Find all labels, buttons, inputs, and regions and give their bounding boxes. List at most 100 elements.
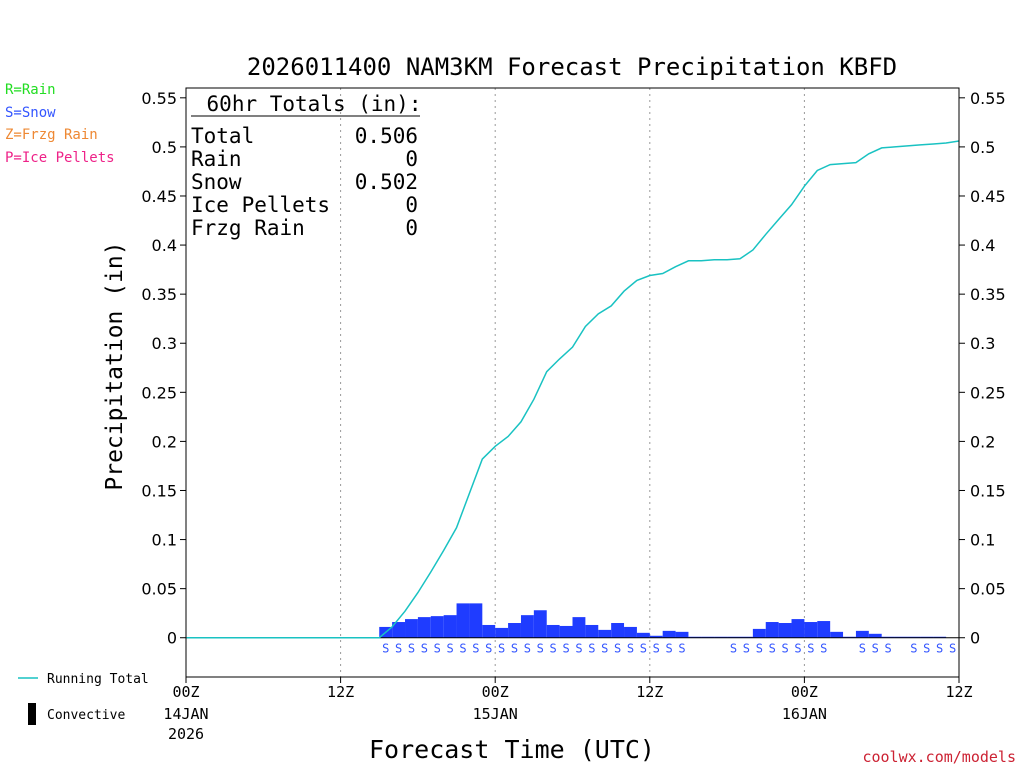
snow-marker-25h: S — [498, 642, 505, 656]
y-tick-label-right: 0.5 — [970, 138, 995, 157]
precip-bar-28h — [533, 610, 547, 638]
snow-marker-36h: S — [640, 642, 647, 656]
totals-row-value: 0.502 — [355, 170, 418, 194]
precip-bar-20h — [430, 616, 444, 638]
totals-row-label: Ice Pellets — [191, 193, 330, 217]
x-tick-label: 00Z — [482, 683, 509, 701]
precip-bar-26h — [508, 623, 521, 638]
snow-marker-53h: S — [859, 642, 866, 656]
x-tick-label: 12Z — [945, 683, 972, 701]
precip-bar-50h — [817, 621, 831, 638]
x-tick-date: 16JAN — [782, 705, 827, 723]
snow-marker-34h: S — [614, 642, 621, 656]
y-tick-label-left: 0.3 — [152, 334, 177, 353]
snow-marker-38h: S — [666, 642, 673, 656]
precip-bar-48h — [791, 619, 805, 638]
y-tick-label-right: 0.25 — [970, 383, 1006, 402]
y-tick-label-right: 0.15 — [970, 481, 1006, 500]
totals-row-label: Rain — [191, 147, 242, 171]
x-tick-label: 00Z — [172, 683, 199, 701]
precip-bar-51h — [830, 631, 844, 638]
precip-bar-21h — [443, 615, 457, 638]
precip-bar-36h — [636, 632, 650, 638]
series-legend: Running Total Convective — [18, 672, 149, 725]
precip-bar-19h — [417, 617, 431, 638]
snow-marker-17h: S — [395, 642, 402, 656]
totals-row-label: Total — [191, 124, 254, 148]
precip-bar-29h — [546, 624, 560, 638]
precip-bar-33h — [598, 629, 612, 638]
totals-heading: 60hr Totals (in): — [207, 92, 422, 116]
type-legend-entry: S=Snow — [5, 104, 56, 121]
y-tick-label-right: 0.45 — [970, 187, 1006, 206]
y-tick-label-left: 0.5 — [152, 138, 177, 157]
precip-bar-38h — [662, 630, 676, 638]
snow-marker-31h: S — [575, 642, 582, 656]
y-tick-label-right: 0.1 — [970, 531, 995, 550]
y-tick-label-left: 0.25 — [141, 383, 177, 402]
snow-marker-18h: S — [408, 642, 415, 656]
snow-marker-30h: S — [562, 642, 569, 656]
precip-bar-39h — [675, 631, 689, 638]
y-tick-label-left: 0.1 — [152, 531, 177, 550]
snow-marker-44h: S — [743, 642, 750, 656]
bar-layer — [379, 603, 947, 638]
type-legend-entry: R=Rain — [5, 82, 56, 98]
precip-bar-34h — [611, 623, 625, 638]
y-tick-label-right: 0.2 — [970, 432, 995, 451]
snow-marker-54h: S — [872, 642, 879, 656]
precip-bar-37h — [649, 635, 663, 638]
x-tick-date: 14JAN — [163, 705, 208, 723]
chart-title: 2026011400 NAM3KM Forecast Precipitation… — [247, 53, 897, 81]
type-legend-entry: P=Ice Pellets — [5, 149, 115, 166]
snow-marker-55h: S — [885, 642, 892, 656]
snow-marker-24h: S — [485, 642, 492, 656]
y-tick-label-left: 0.45 — [141, 187, 177, 206]
legend-bar-swatch — [28, 703, 36, 725]
y-tick-label-left: 0.2 — [152, 432, 177, 451]
precip-bar-35h — [624, 626, 637, 638]
snow-marker-26h: S — [511, 642, 518, 656]
snow-marker-60h: S — [949, 642, 956, 656]
y-tick-label-right: 0.3 — [970, 334, 995, 353]
precip-bar-25h — [495, 627, 509, 638]
snow-marker-43h: S — [730, 642, 737, 656]
snow-marker-21h: S — [446, 642, 453, 656]
totals-row-value: 0 — [405, 216, 418, 240]
y-tick-label-left: 0.35 — [141, 285, 177, 304]
snow-marker-39h: S — [678, 642, 685, 656]
snow-marker-16h: S — [382, 642, 389, 656]
precip-bar-30h — [559, 625, 573, 638]
precip-bar-22h — [456, 603, 470, 638]
snow-marker-35h: S — [627, 642, 634, 656]
totals-row-value: 0 — [405, 193, 418, 217]
x-axis-label: Forecast Time (UTC) — [369, 735, 655, 764]
snow-marker-46h: S — [769, 642, 776, 656]
precip-bar-31h — [572, 617, 586, 638]
precip-bar-47h — [778, 623, 792, 638]
y-tick-label-right: 0.55 — [970, 89, 1006, 108]
x-tick-date: 15JAN — [473, 705, 518, 723]
precip-bar-32h — [585, 624, 599, 638]
y-tick-label-left: 0.4 — [152, 236, 177, 255]
snow-marker-32h: S — [588, 642, 595, 656]
y-tick-label-right: 0.05 — [970, 580, 1006, 599]
x-tick-label: 00Z — [791, 683, 818, 701]
snow-marker-28h: S — [537, 642, 544, 656]
precip-bar-18h — [405, 619, 418, 638]
y-axis-label: Precipitation (in) — [102, 241, 128, 490]
snow-marker-49h: S — [807, 642, 814, 656]
snow-marker-47h: S — [781, 642, 788, 656]
y-tick-label-left: 0.15 — [141, 481, 177, 500]
snow-marker-19h: S — [421, 642, 428, 656]
running-total-line — [186, 140, 960, 639]
snow-marker-22h: S — [459, 642, 466, 656]
snow-marker-20h: S — [434, 642, 441, 656]
snow-marker-33h: S — [601, 642, 608, 656]
totals-box: 60hr Totals (in): Total 0.506 Rain 0 Snow 0.50… — [191, 92, 421, 240]
y-tick-label-left: 0 — [167, 629, 177, 648]
snow-marker-23h: S — [472, 642, 479, 656]
precip-bar-49h — [804, 622, 818, 638]
